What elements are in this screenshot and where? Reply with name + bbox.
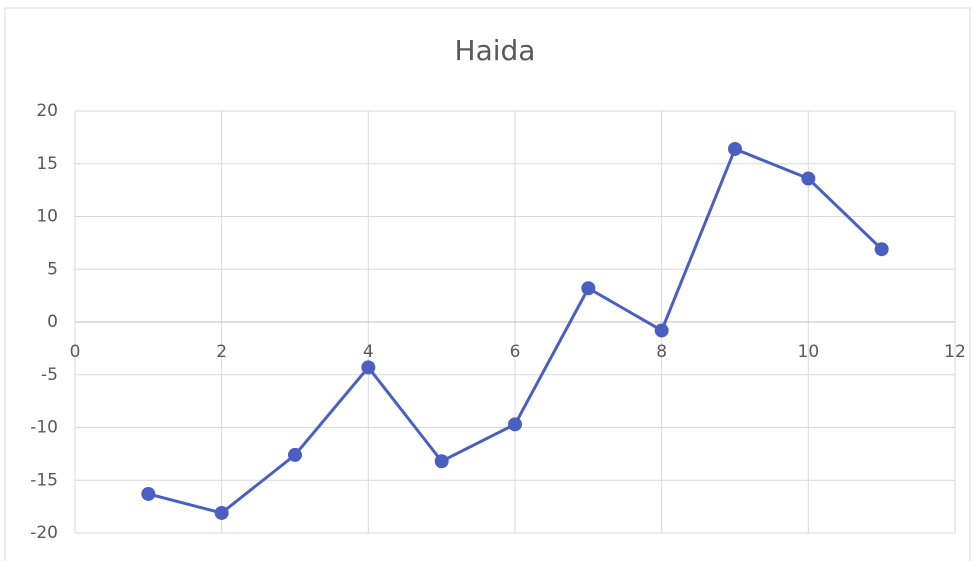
marker — [801, 171, 816, 186]
x-tick-label: 10 — [798, 342, 820, 362]
y-tick-label: 5 — [47, 259, 58, 279]
marker — [874, 242, 889, 257]
marker — [581, 281, 596, 296]
marker — [214, 505, 229, 520]
marker — [434, 454, 449, 469]
chart-border — [4, 7, 971, 561]
x-tick-label: 4 — [363, 342, 374, 362]
y-tick-label: -20 — [30, 523, 58, 543]
y-tick-label: 20 — [36, 101, 58, 121]
marker — [728, 141, 742, 156]
marker — [508, 417, 522, 432]
marker — [654, 323, 669, 338]
x-tick-label: 2 — [216, 342, 227, 362]
x-tick-label: 6 — [510, 342, 521, 362]
y-tick-label: 10 — [36, 207, 58, 227]
y-tick-label: 15 — [36, 154, 58, 174]
y-tick-label: -5 — [41, 365, 58, 385]
y-tick-label: -10 — [30, 418, 58, 438]
y-tick-label: 0 — [47, 312, 58, 332]
chart-title: Haida — [455, 34, 536, 67]
x-tick-label: 12 — [944, 342, 966, 362]
marker — [361, 360, 376, 375]
marker — [141, 486, 156, 501]
x-tick-label: 8 — [656, 342, 667, 362]
y-tick-label: -15 — [30, 470, 58, 490]
marker — [288, 447, 302, 462]
x-tick-label: 0 — [70, 342, 81, 362]
